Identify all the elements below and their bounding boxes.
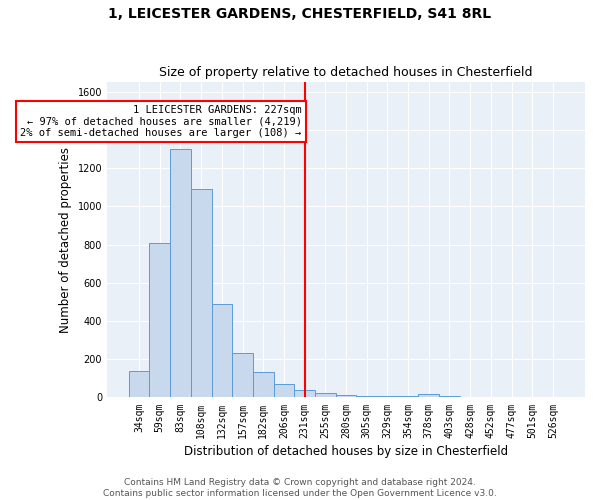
Bar <box>377 396 398 398</box>
Bar <box>315 393 335 398</box>
X-axis label: Distribution of detached houses by size in Chesterfield: Distribution of detached houses by size … <box>184 444 508 458</box>
Bar <box>398 396 418 398</box>
Bar <box>149 242 170 398</box>
Title: Size of property relative to detached houses in Chesterfield: Size of property relative to detached ho… <box>159 66 533 80</box>
Bar <box>232 352 253 398</box>
Bar <box>253 372 274 398</box>
Text: 1 LEICESTER GARDENS: 227sqm
← 97% of detached houses are smaller (4,219)
2% of s: 1 LEICESTER GARDENS: 227sqm ← 97% of det… <box>20 105 302 138</box>
Bar <box>294 390 315 398</box>
Bar <box>274 384 294 398</box>
Bar <box>460 396 481 398</box>
Y-axis label: Number of detached properties: Number of detached properties <box>59 147 72 333</box>
Bar <box>418 394 439 398</box>
Bar <box>212 304 232 398</box>
Text: Contains HM Land Registry data © Crown copyright and database right 2024.
Contai: Contains HM Land Registry data © Crown c… <box>103 478 497 498</box>
Bar <box>439 396 460 398</box>
Bar <box>335 395 356 398</box>
Text: 1, LEICESTER GARDENS, CHESTERFIELD, S41 8RL: 1, LEICESTER GARDENS, CHESTERFIELD, S41 … <box>109 8 491 22</box>
Bar <box>191 189 212 398</box>
Bar <box>356 396 377 398</box>
Bar <box>170 149 191 398</box>
Bar <box>129 370 149 398</box>
